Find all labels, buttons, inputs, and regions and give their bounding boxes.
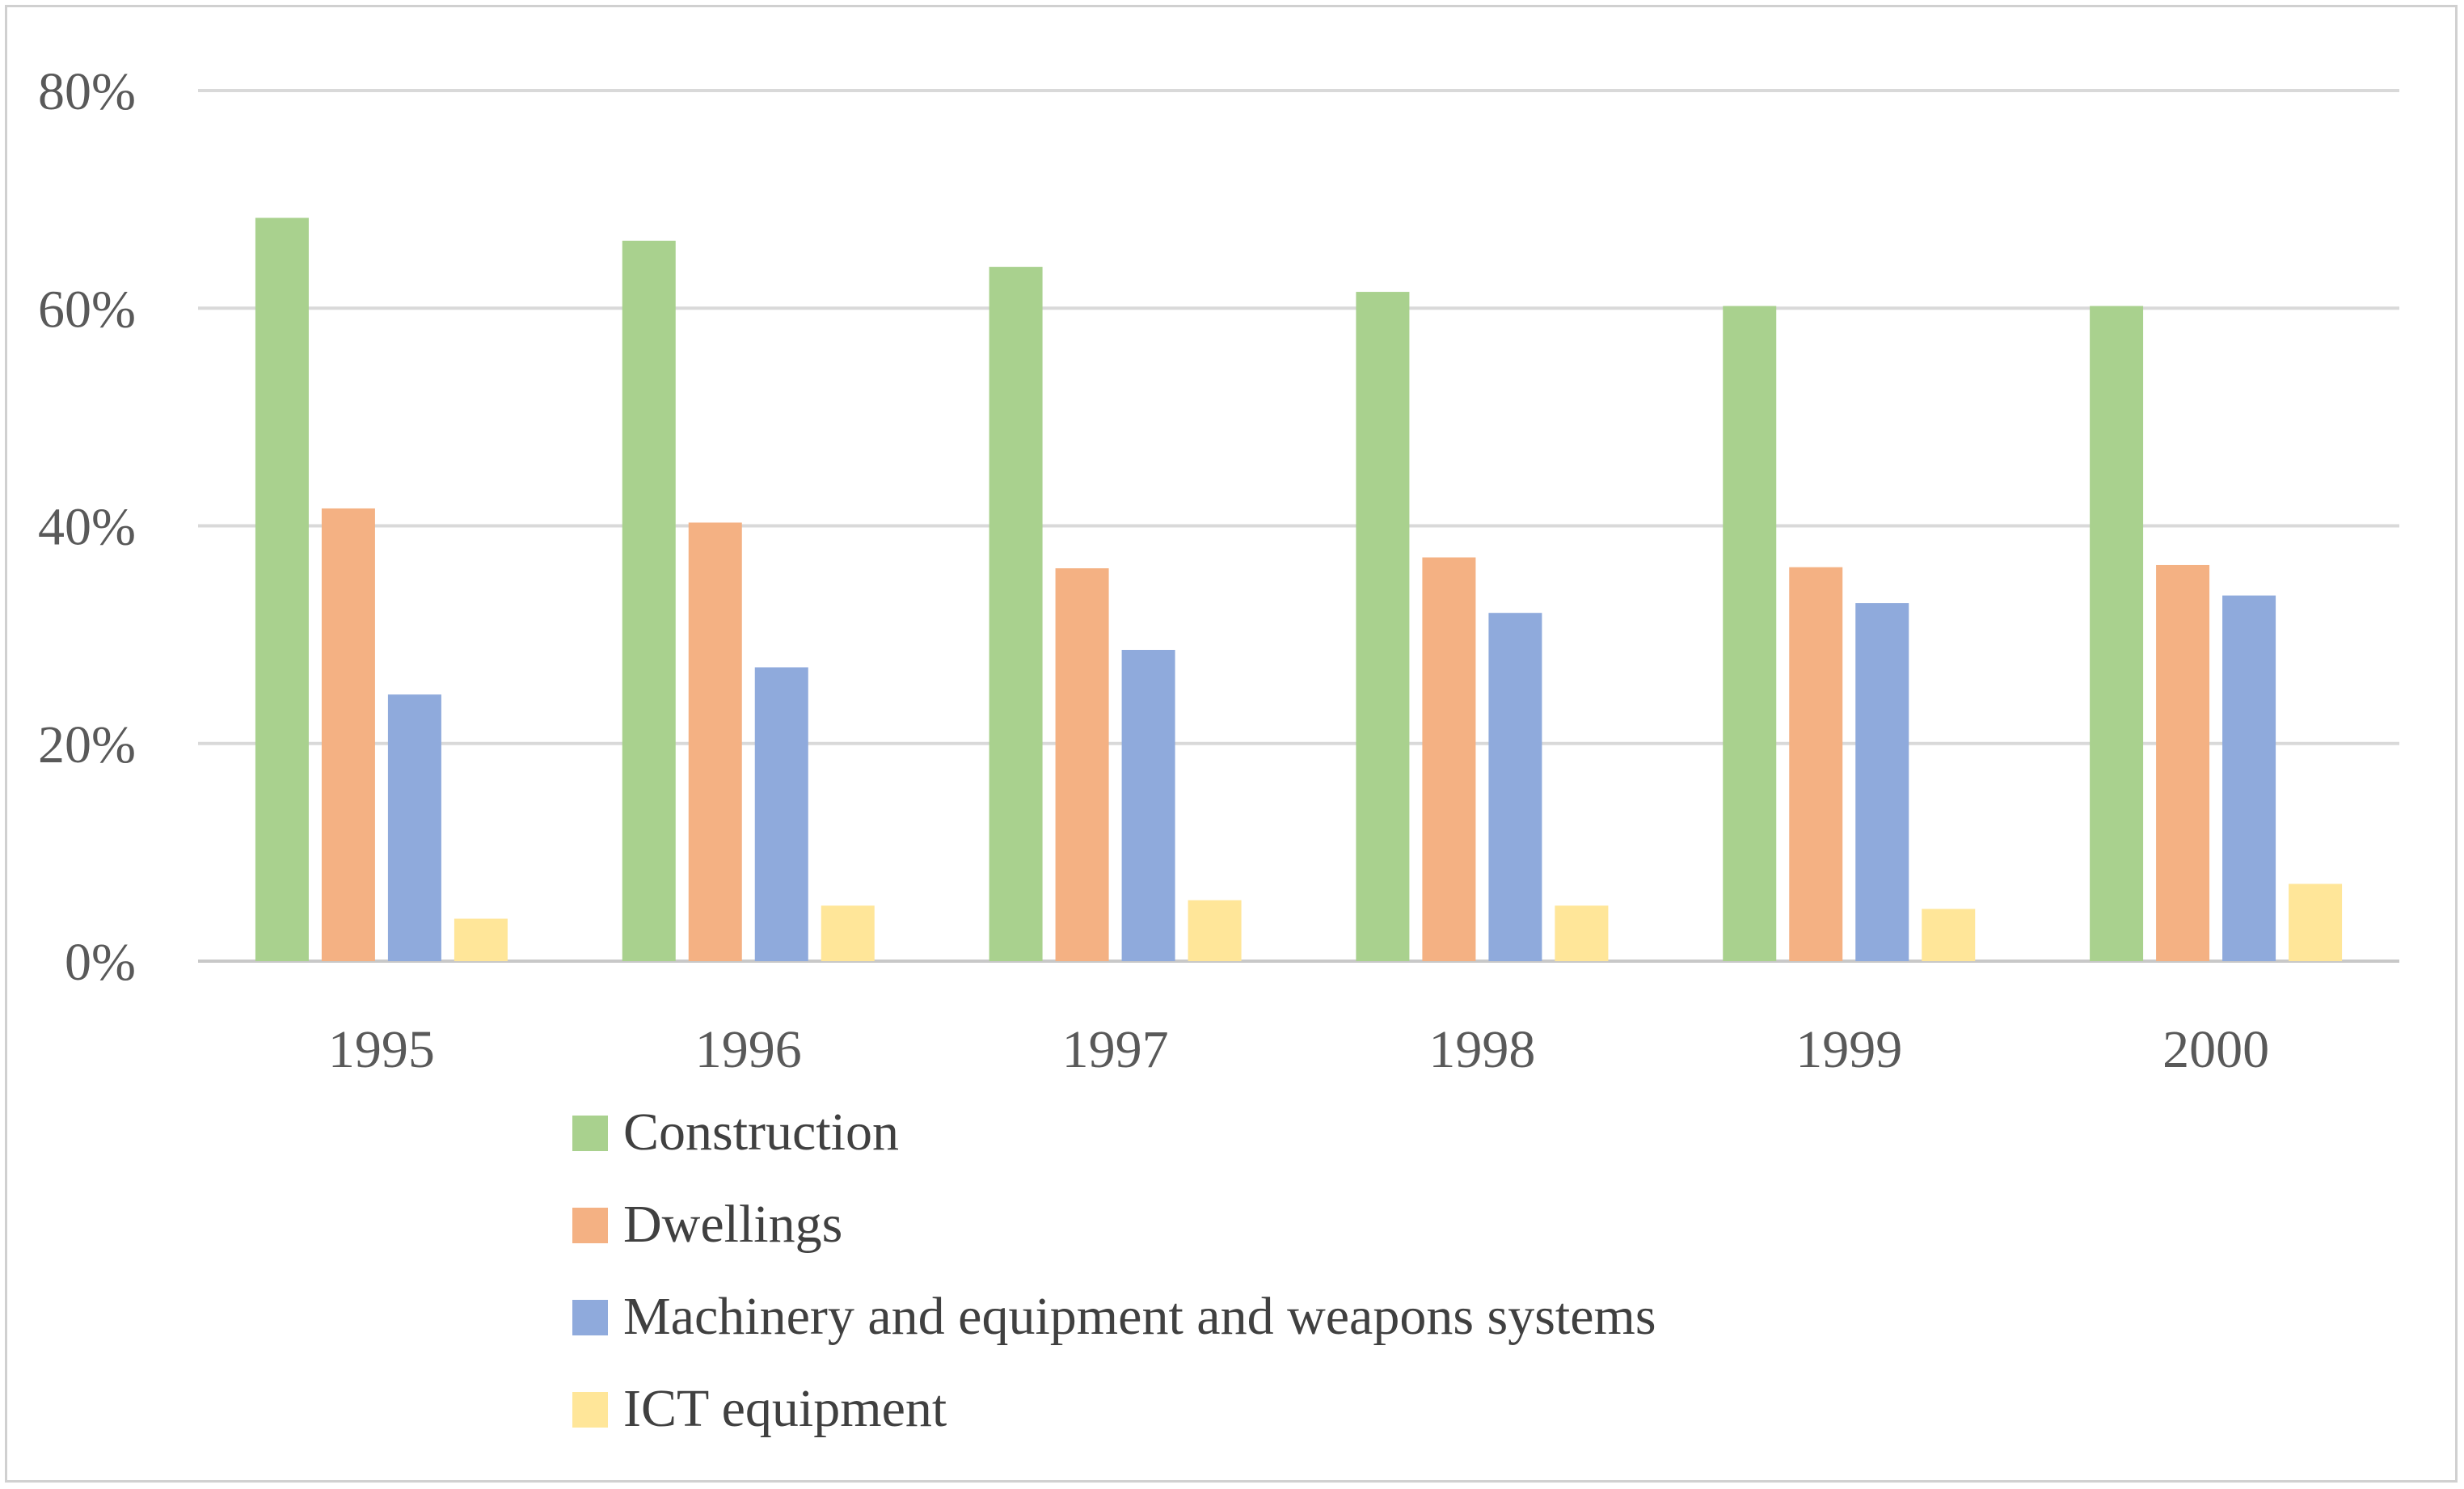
bar-construction-1995 [255,217,309,962]
bar-ict-equipment-1995 [454,918,508,961]
bar-construction-1999 [1723,306,1777,961]
x-tick-label: 1998 [1428,1020,1535,1079]
x-tick-label: 1995 [328,1020,435,1079]
legend-label: Machinery and equipment and weapons syst… [623,1287,1656,1346]
bar-machinery-and-equipment-and-weapons-systems-1998 [1488,613,1542,961]
legend-swatch [572,1392,608,1428]
x-tick-label: 1997 [1062,1020,1169,1079]
legend-swatch [572,1116,608,1151]
y-tick-label: 20% [38,715,136,774]
y-tick-label: 0% [65,933,136,992]
bar-dwellings-1995 [321,508,375,961]
legend-swatch [572,1208,608,1243]
bar-ict-equipment-2000 [2289,884,2343,961]
bar-ict-equipment-1998 [1555,905,1609,961]
x-axis-ticks: 1995 1996 1997 1998 1999 2000 [328,1020,2269,1079]
legend: Construction Dwellings Machinery and equip… [572,1103,1656,1438]
legend-swatch [572,1300,608,1335]
bar-construction-1997 [989,267,1043,961]
gridlines [198,89,2399,963]
y-axis-ticks: 0% 20% 40% 60% 80% [38,62,136,992]
legend-label: Dwellings [623,1195,842,1254]
bar-ict-equipment-1997 [1188,900,1242,961]
bar-machinery-and-equipment-and-weapons-systems-1995 [387,694,441,961]
x-tick-label: 1999 [1795,1020,1902,1079]
y-tick-label: 40% [38,498,136,557]
bar-dwellings-1997 [1055,568,1109,961]
bars [255,217,2343,962]
bar-dwellings-1998 [1422,557,1476,961]
bar-ict-equipment-1996 [821,905,875,961]
x-tick-label: 2000 [2162,1020,2269,1079]
bar-ict-equipment-1999 [1922,909,1976,961]
bar-construction-2000 [2090,306,2144,961]
bar-dwellings-1999 [1789,567,1843,961]
legend-label: Construction [623,1103,899,1162]
x-tick-label: 1996 [695,1020,802,1079]
legend-label: ICT equipment [623,1379,947,1438]
bar-machinery-and-equipment-and-weapons-systems-1999 [1855,603,1909,961]
bar-dwellings-2000 [2156,564,2210,961]
bar-machinery-and-equipment-and-weapons-systems-1997 [1121,649,1175,961]
bar-machinery-and-equipment-and-weapons-systems-1996 [754,667,808,961]
bar-machinery-and-equipment-and-weapons-systems-2000 [2222,595,2276,961]
bar-construction-1996 [622,240,676,962]
y-tick-label: 80% [38,62,136,121]
bar-construction-1998 [1356,292,1410,961]
y-tick-label: 60% [38,280,136,339]
bar-dwellings-1996 [688,522,742,961]
